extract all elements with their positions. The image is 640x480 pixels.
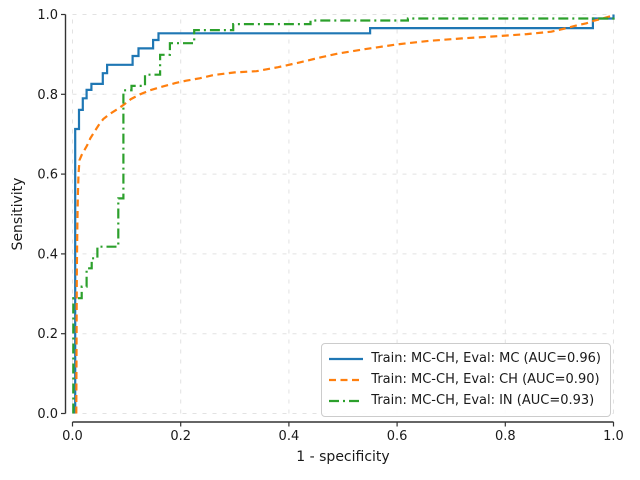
- x-tick-label-0.6: 0.6: [387, 429, 408, 444]
- legend-item-mc: Train: MC-CH, Eval: MC (AUC=0.96): [329, 349, 601, 368]
- roc-curve-mc: [74, 14, 615, 414]
- legend-label-in: Train: MC-CH, Eval: IN (AUC=0.93): [371, 393, 595, 408]
- y-tick-label-0.2: 0.2: [37, 327, 58, 342]
- roc-curve-ch: [75, 14, 614, 414]
- legend-line-sample-dashdot-icon: [329, 399, 364, 402]
- x-tick-label-1.0: 1.0: [603, 429, 624, 444]
- y-tick-label-0.0: 0.0: [37, 407, 58, 422]
- axis-layer: [61, 13, 615, 427]
- legend-item-in: Train: MC-CH, Eval: IN (AUC=0.93): [329, 391, 601, 410]
- x-tick-label-0.8: 0.8: [495, 429, 516, 444]
- x-axis-label: 1 - specificity: [296, 449, 389, 465]
- y-axis-label: Sensitivity: [10, 178, 26, 251]
- legend-line-sample-dashed-icon: [329, 378, 364, 381]
- legend-label-mc: Train: MC-CH, Eval: MC (AUC=0.96): [371, 351, 601, 366]
- y-tick-label-1.0: 1.0: [37, 8, 58, 23]
- series-layer: [72, 14, 615, 414]
- x-tick-label-0.2: 0.2: [170, 429, 191, 444]
- legend-line-sample-solid-icon: [329, 357, 364, 360]
- x-tick-label-0.4: 0.4: [279, 429, 300, 444]
- legend-item-ch: Train: MC-CH, Eval: CH (AUC=0.90): [329, 370, 601, 389]
- y-tick-label-0.6: 0.6: [37, 168, 58, 183]
- y-tick-label-0.4: 0.4: [37, 247, 58, 262]
- tick-label-layer: 0.0 0.2 0.4 0.6 0.8 1.0 0.0 0.2 0.4 0.6 0.8 1.0: [37, 8, 624, 444]
- legend-label-ch: Train: MC-CH, Eval: CH (AUC=0.90): [371, 372, 600, 387]
- grid-layer: [72, 14, 614, 414]
- y-tick-label-0.8: 0.8: [37, 88, 58, 103]
- legend: Train: MC-CH, Eval: MC (AUC=0.96) Train: …: [321, 343, 611, 417]
- x-tick-label-0.0: 0.0: [62, 429, 83, 444]
